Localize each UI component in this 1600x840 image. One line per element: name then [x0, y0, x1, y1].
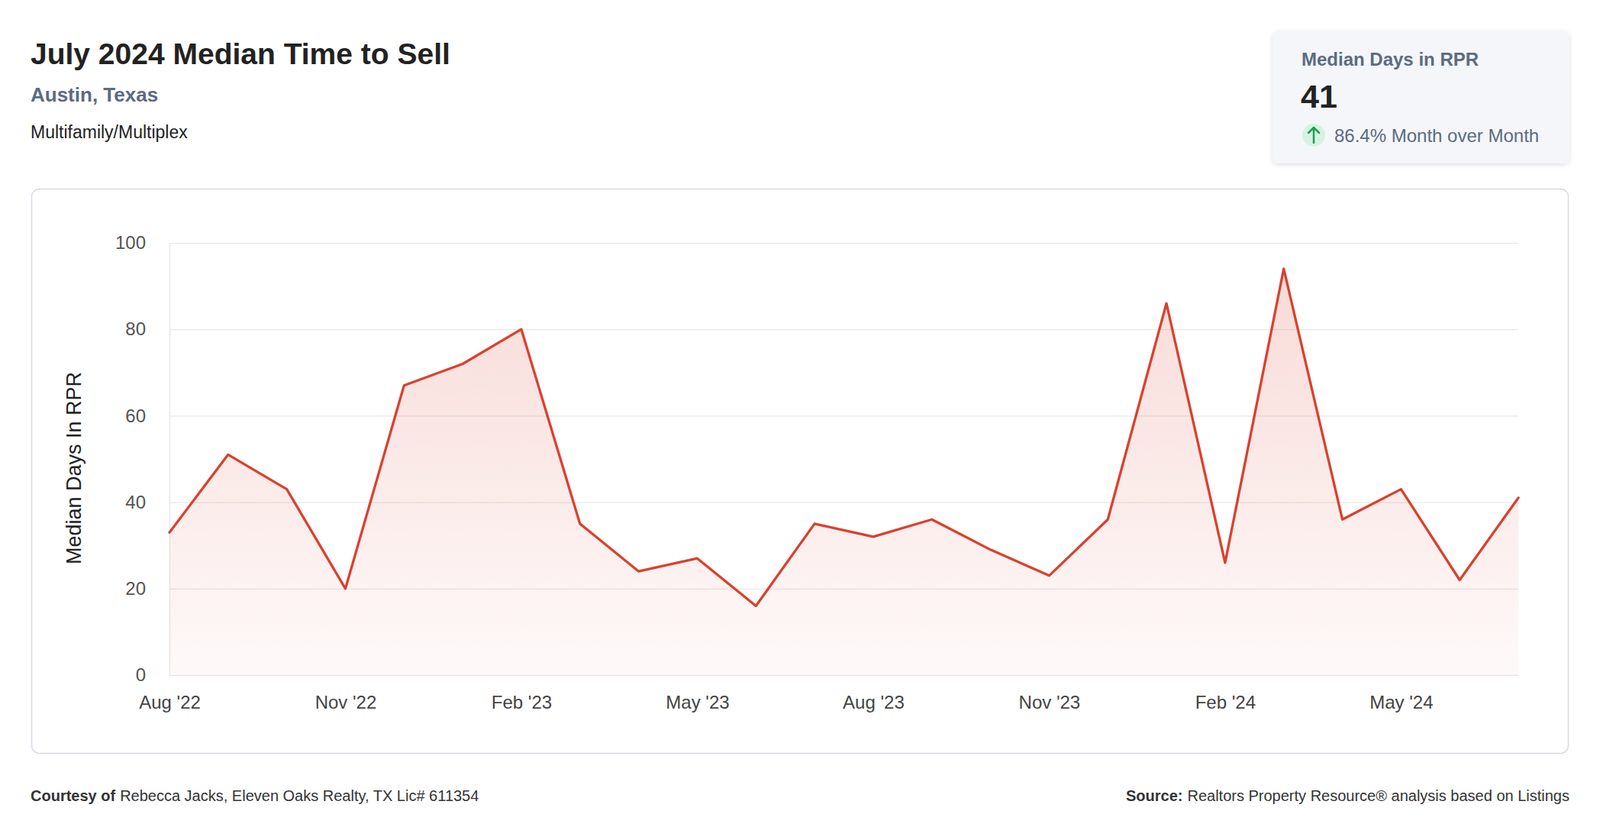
x-tick-label: Aug '22 — [138, 691, 201, 713]
x-axis-line — [170, 674, 1520, 676]
footer-source-text: Realtors Property Resource® analysis bas… — [1187, 787, 1570, 804]
footer-courtesy: Courtesy ofRebecca Jacks, Eleven Oaks Re… — [30, 787, 479, 804]
x-tick-label: May '23 — [665, 691, 730, 713]
x-axis: Aug '22 Nov '22 Feb '23 May '23 Aug '23 Nov '… — [138, 674, 1519, 713]
line — [169, 268, 1519, 606]
y-tick-label: 0 — [135, 664, 146, 685]
y-tick-label: 40 — [125, 491, 146, 513]
subtitle: Austin, Texas — [30, 83, 159, 107]
grid-line — [169, 329, 1519, 330]
x-tick-label: Aug '23 — [842, 691, 905, 713]
y-tick: 80 — [125, 318, 1519, 339]
footer-source: Source:Realtors Property Resource® analy… — [1125, 787, 1570, 804]
y-tick-label: 100 — [115, 232, 146, 253]
y-tick-label: 80 — [125, 318, 146, 339]
y-axis-line — [170, 243, 1520, 676]
chart-panel — [32, 189, 1569, 754]
kpi-change: 86.4% Month over Month — [1334, 125, 1539, 146]
kpi-label: Median Days in RPR — [1301, 48, 1479, 70]
kpi-value: 41 — [1300, 77, 1338, 115]
x-tick: Feb '24 — [1195, 674, 1256, 713]
property-type: Multifamily/Multiplex — [30, 122, 188, 142]
kpi-box — [1272, 30, 1570, 164]
footer-courtesy-label: Courtesy of — [30, 787, 116, 804]
x-tick: May '23 — [665, 674, 730, 713]
x-tick: Aug '23 — [842, 674, 905, 713]
x-tick: Nov '23 — [1019, 674, 1081, 713]
kpi-arrow-bg — [1302, 123, 1326, 147]
footer-courtesy-text: Rebecca Jacks, Eleven Oaks Realty, TX Li… — [119, 787, 479, 804]
x-tick: Feb '23 — [491, 674, 552, 713]
y-axis: 0 20 40 60 80 100 — [115, 232, 1519, 685]
x-tick-label: Nov '23 — [1019, 691, 1081, 713]
grid-line — [169, 242, 1519, 244]
x-tick-label: Feb '24 — [1195, 691, 1256, 713]
footer-source-label: Source: — [1125, 787, 1183, 804]
x-tick-label: May '24 — [1369, 691, 1433, 713]
x-tick-label: Nov '22 — [315, 691, 378, 713]
line-area — [169, 268, 1519, 675]
kpi-arrow — [1308, 127, 1320, 143]
x-tick: Nov '22 — [315, 674, 378, 713]
y-tick: 100 — [115, 232, 1519, 253]
x-tick: Aug '22 — [138, 674, 201, 713]
y-axis-title: Median Days In RPR — [62, 371, 86, 565]
grid-line — [169, 674, 1519, 676]
plot-area — [169, 268, 1519, 675]
x-tick: May '24 — [1369, 674, 1433, 713]
y-tick-label: 60 — [125, 405, 146, 426]
y-tick-label: 20 — [125, 577, 146, 599]
chart-page: July 2024 Median Time to Sell Austin, Tex… — [0, 0, 1600, 840]
title: July 2024 Median Time to Sell — [30, 37, 451, 71]
x-tick-label: Feb '23 — [491, 691, 552, 713]
